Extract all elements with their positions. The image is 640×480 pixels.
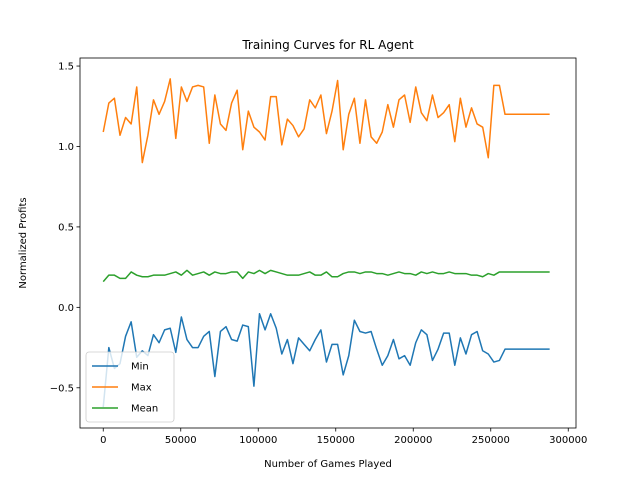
- x-tick-label: 150000: [317, 435, 355, 446]
- x-tick-label: 200000: [394, 435, 432, 446]
- legend-label-min: Min: [131, 362, 149, 373]
- y-axis-ticks: −0.5 0.0 0.5 1.0 1.5: [50, 62, 80, 394]
- x-axis-ticks: 0 50000 100000 150000 200000 250000 300000: [100, 428, 587, 446]
- x-tick-label: 250000: [472, 435, 510, 446]
- legend-label-max: Max: [131, 383, 152, 394]
- legend: Min Max Mean: [85, 351, 175, 423]
- y-tick-label: 1.5: [58, 62, 74, 73]
- x-tick-label: 100000: [239, 435, 277, 446]
- series-layer: [102, 78, 550, 408]
- series-line-min: [102, 313, 550, 408]
- y-tick-label: 0.0: [58, 303, 74, 314]
- y-tick-label: 1.0: [58, 142, 74, 153]
- chart-title: Training Curves for RL Agent: [241, 38, 414, 52]
- x-axis-label: Number of Games Played: [264, 459, 392, 470]
- legend-label-mean: Mean: [131, 404, 158, 415]
- series-line-max: [102, 78, 550, 164]
- legend-box: [85, 351, 175, 423]
- plot-frame: [79, 57, 577, 429]
- x-tick-label: 300000: [549, 435, 587, 446]
- y-tick-label: −0.5: [50, 383, 74, 394]
- x-tick-label: 50000: [165, 435, 197, 446]
- y-axis-label: Normalized Profits: [18, 197, 29, 288]
- x-tick-label: 0: [100, 435, 106, 446]
- series-line-mean: [102, 269, 550, 283]
- y-tick-label: 0.5: [58, 222, 74, 233]
